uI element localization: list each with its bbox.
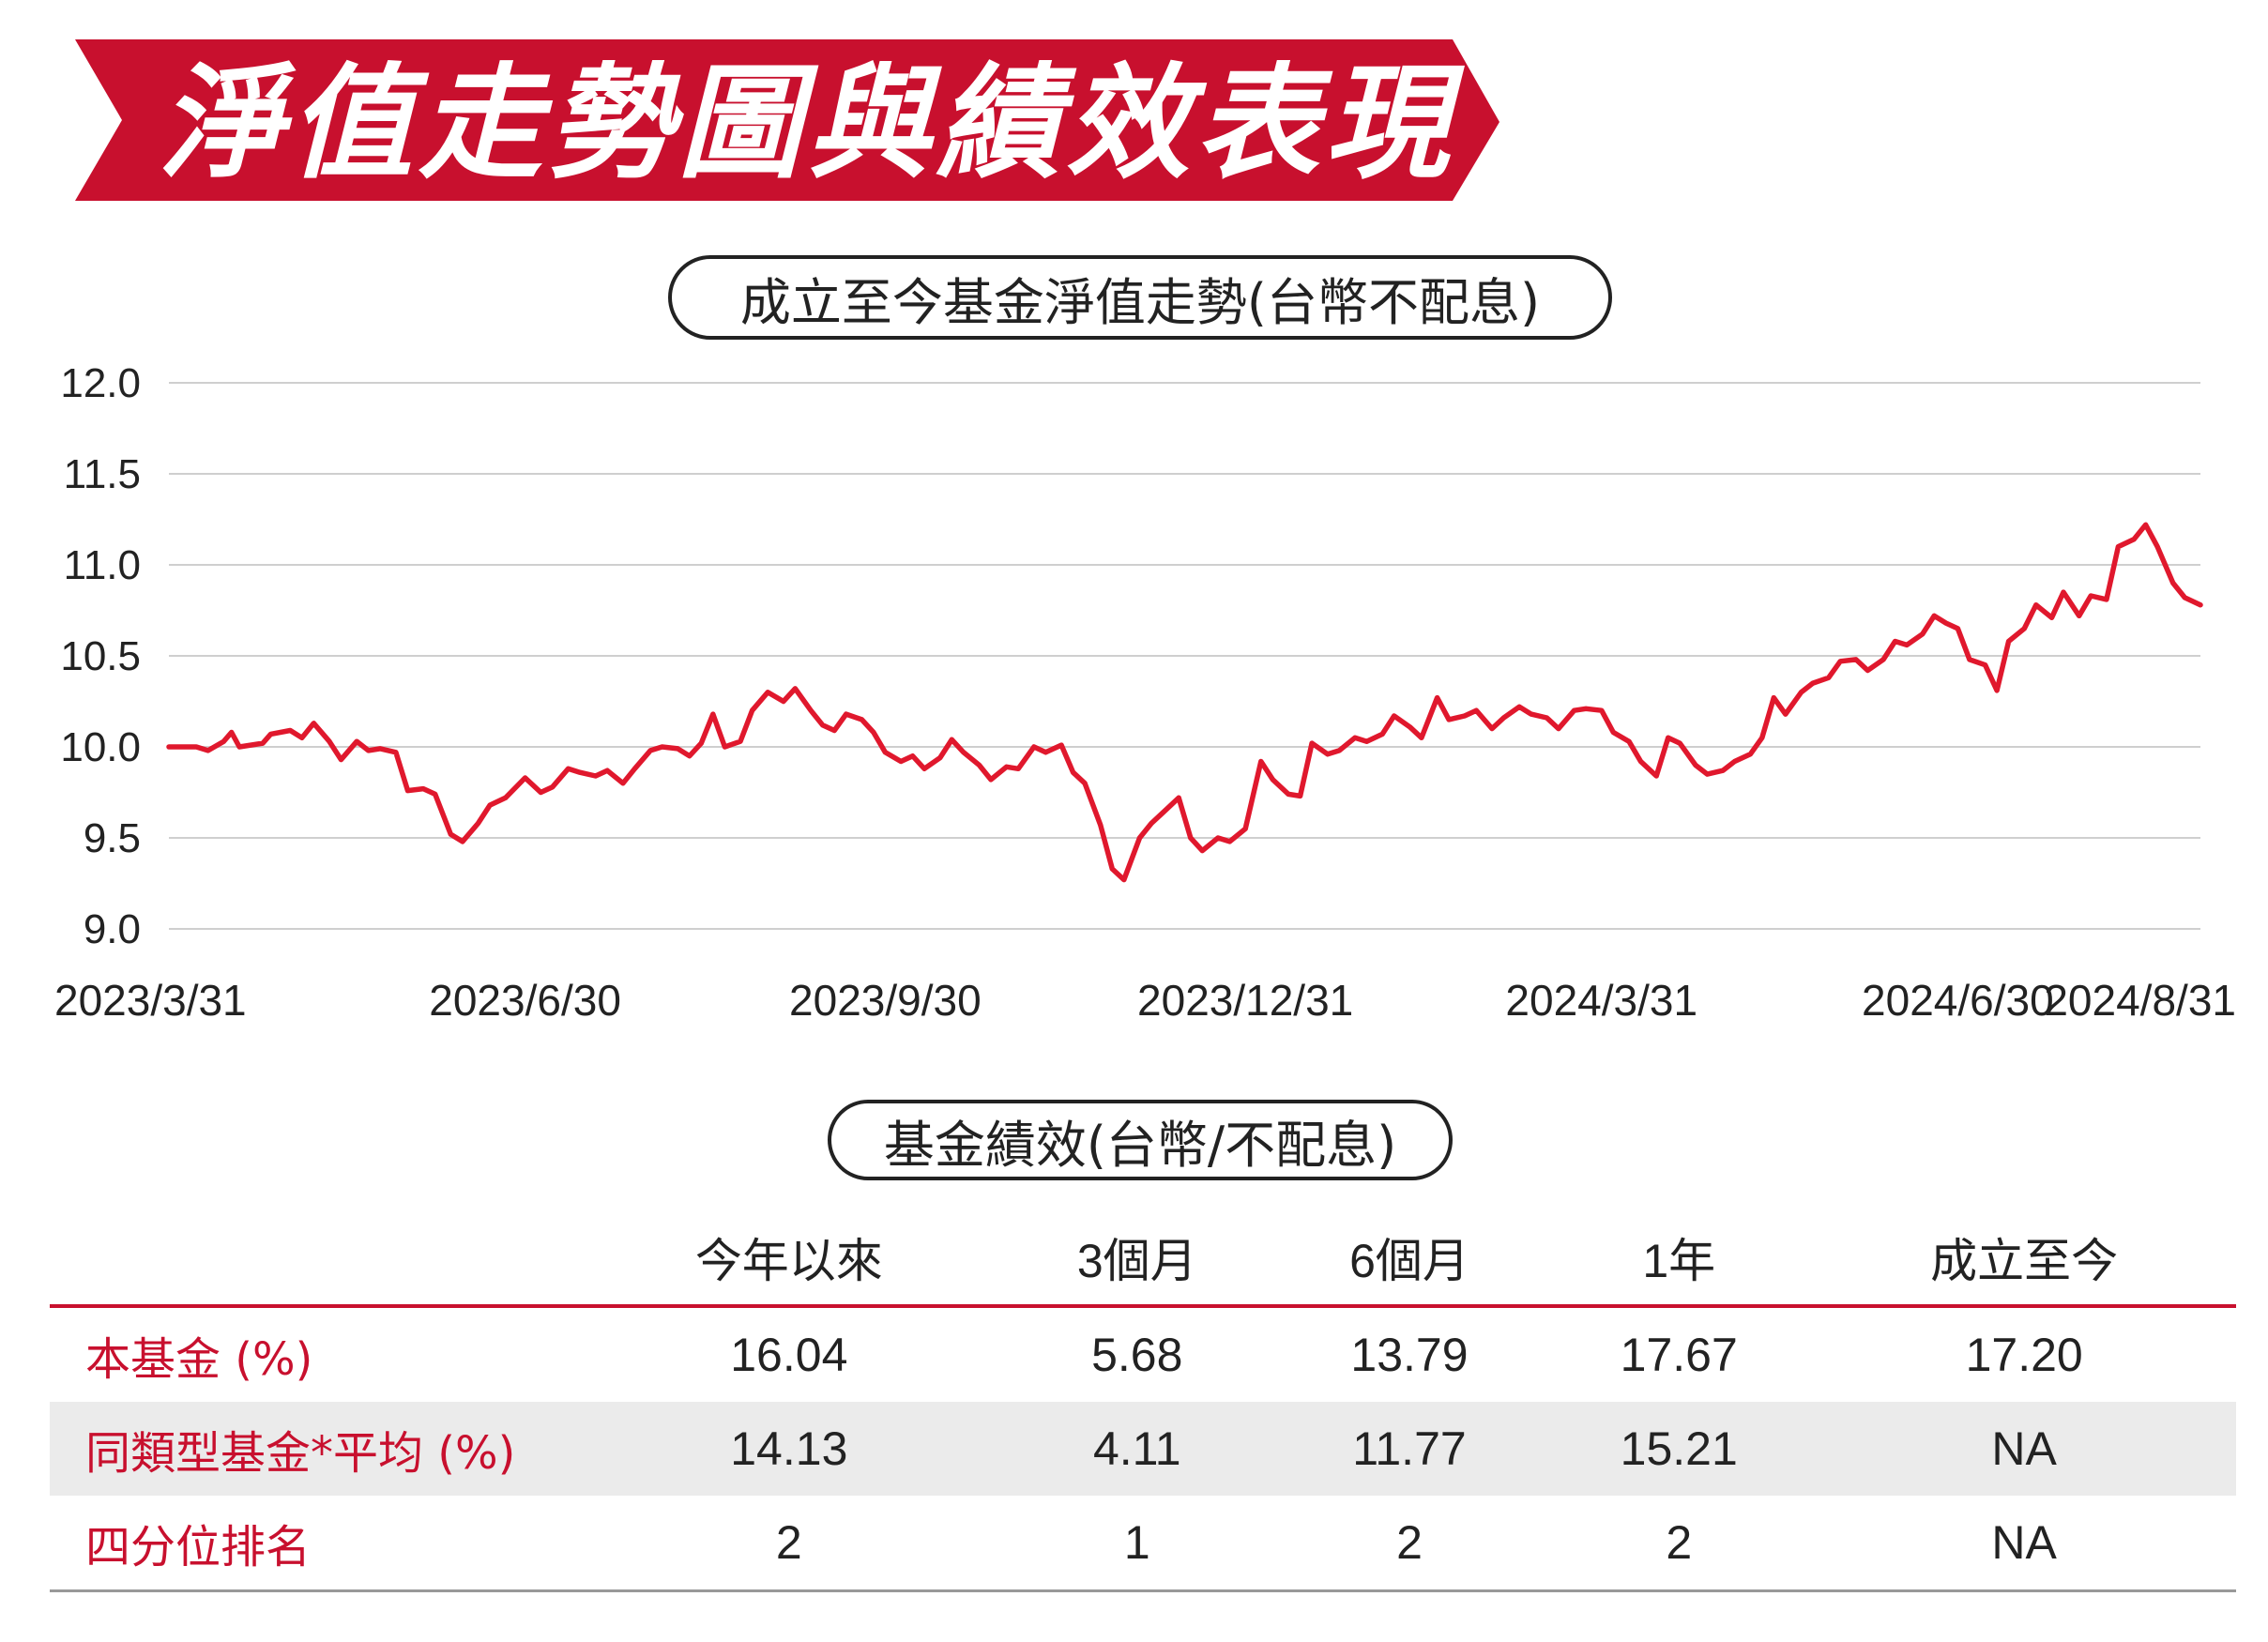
table-cell: 2 [1272, 1496, 1546, 1592]
table-cell: 17.67 [1620, 1329, 1738, 1381]
y-tick-label: 10.5 [60, 633, 141, 679]
chart-gridlines [169, 382, 2200, 930]
performance-title: 基金績效(台幣/不配息) [828, 1100, 1453, 1180]
table-cell: 15.21 [1545, 1402, 1813, 1496]
y-tick-label: 11.5 [64, 451, 141, 497]
x-tick-label: 2024/3/31 [1505, 976, 1697, 1025]
row-label-fund: 本基金 (%) [85, 1333, 313, 1386]
table-cell: 1 [1000, 1496, 1273, 1592]
table-cell: 14.13 [577, 1402, 1001, 1496]
nav-line-chart: 12.011.511.010.510.09.59.0 2023/3/31 2023… [54, 360, 2236, 1025]
x-axis-ticks: 2023/3/31 2023/6/30 2023/9/30 2023/12/31 202… [54, 976, 2236, 1025]
table-cell: 17.20 [1965, 1329, 2083, 1381]
table-cell: 5.68 [1091, 1329, 1183, 1381]
table-row: 四分位排名 2 1 2 2 NA [50, 1496, 2236, 1592]
table-cell: NA [1812, 1496, 2236, 1592]
col-header-ytd: 今年以來 [577, 1210, 1001, 1308]
table-cell: 4.11 [1000, 1402, 1273, 1496]
chart-title: 成立至今基金淨值走勢(台幣不配息) [668, 255, 1612, 340]
x-tick-label: 2024/8/31 [2044, 976, 2236, 1025]
row-label-peer-average: 同類型基金*平均 (%) [50, 1402, 577, 1496]
table-header-row: 今年以來 3個月 6個月 1年 成立至今 [50, 1210, 2236, 1308]
table-header-blank [50, 1210, 577, 1308]
y-tick-label: 10.0 [60, 724, 141, 770]
col-header-6m: 6個月 [1272, 1210, 1546, 1308]
series-layer [166, 522, 2203, 883]
table-cell: 13.79 [1350, 1329, 1469, 1381]
x-tick-label: 2023/3/31 [54, 976, 247, 1025]
y-tick-label: 9.0 [84, 906, 141, 952]
page-title: 淨值走勢圖與績效表現 [160, 52, 1454, 196]
y-tick-label: 12.0 [60, 360, 141, 406]
col-header-1y: 1年 [1545, 1210, 1813, 1308]
table-cell: 11.77 [1272, 1402, 1546, 1496]
nav-series-line [166, 522, 2203, 883]
x-tick-label: 2023/12/31 [1137, 976, 1353, 1025]
table-row: 同類型基金*平均 (%) 14.13 4.11 11.77 15.21 NA [50, 1402, 2236, 1496]
table-cell: 2 [577, 1496, 1001, 1592]
banner-shape [75, 39, 1499, 201]
row-label-quartile: 四分位排名 [50, 1496, 577, 1592]
y-tick-label: 11.0 [64, 542, 141, 588]
table-cell: NA [1812, 1402, 2236, 1496]
x-tick-label: 2023/6/30 [429, 976, 621, 1025]
x-tick-label: 2023/9/30 [789, 976, 982, 1025]
title-banner [75, 39, 1499, 201]
x-tick-label: 2024/6/30 [1862, 976, 2054, 1025]
table-cell: 16.04 [730, 1329, 848, 1381]
performance-table: 今年以來 3個月 6個月 1年 成立至今 本基金 (%) 16.04 5.68 … [50, 1210, 2236, 1592]
col-header-inception: 成立至今 [1812, 1210, 2236, 1308]
y-axis-ticks: 12.0 11.5 11.0 10.5 10.0 9.5 9.0 [60, 360, 141, 952]
col-header-3m: 3個月 [1000, 1210, 1273, 1308]
table-row: 本基金 (%) 16.04 5.68 13.79 17.67 17.20 [50, 1306, 2236, 1402]
y-tick-label: 9.5 [84, 815, 141, 861]
table-cell: 2 [1545, 1496, 1813, 1592]
